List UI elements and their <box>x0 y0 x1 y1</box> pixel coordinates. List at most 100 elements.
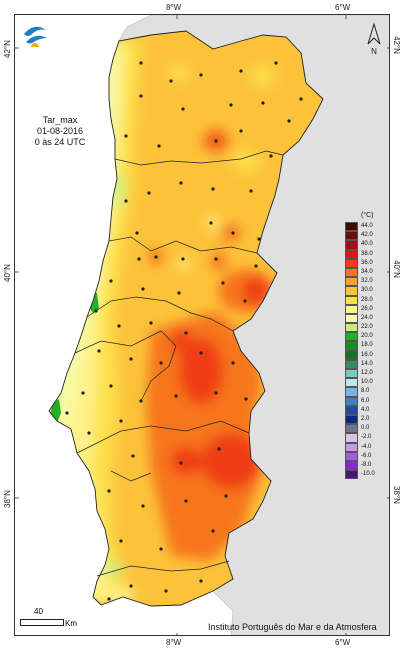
legend-swatch <box>345 460 358 471</box>
legend-entry: 12.0 <box>345 369 381 379</box>
bottom-tick-6w: 6°W <box>335 638 351 647</box>
graticule-ticks <box>15 15 389 635</box>
scale-unit: Km <box>65 619 77 628</box>
legend-entry: -2.0 <box>345 433 381 443</box>
legend-entry: 6.0 <box>345 396 381 406</box>
legend-label: 16.0 <box>361 351 373 358</box>
period-label: 0 às 24 UTC <box>34 137 86 147</box>
legend-label: 40.0 <box>361 241 373 248</box>
legend-label: -4.0 <box>361 443 372 450</box>
left-tick-42n: 42°N <box>3 40 12 58</box>
legend-label: 12.0 <box>361 370 373 376</box>
legend-swatch <box>345 313 358 324</box>
district-borders <box>74 150 284 577</box>
right-tick-38n: 38°N <box>392 486 401 504</box>
legend-entry: 28.0 <box>345 295 381 305</box>
legend-label: 0.0 <box>361 425 370 432</box>
legend-swatch <box>345 396 358 406</box>
legend-swatch <box>345 387 358 397</box>
legend-entry: 32.0 <box>345 277 381 287</box>
scale-bar-graphic <box>20 619 64 626</box>
legend-swatch <box>345 369 358 379</box>
legend-label: 36.0 <box>361 259 373 266</box>
legend-swatch <box>345 359 358 369</box>
legend-swatch <box>345 424 358 434</box>
right-tick-42n: 42°N <box>392 36 401 54</box>
right-tick-40n: 40°N <box>392 260 401 278</box>
legend-label: -2.0 <box>361 434 372 441</box>
legend-swatch <box>345 231 358 241</box>
legend-label: 4.0 <box>361 406 370 413</box>
legend-entry: 30.0 <box>345 286 381 296</box>
legend-swatch <box>345 414 358 425</box>
legend-swatch <box>345 451 358 461</box>
legend-label: -6.0 <box>361 452 372 459</box>
legend-entry: -4.0 <box>345 442 381 452</box>
legend-entry: -6.0 <box>345 451 381 461</box>
legend-entry: 4.0 <box>345 405 381 415</box>
legend: (°C) 44.0 42.0 40.0 38.0 36.0 34.0 32.0 30.0 28.… <box>345 212 381 480</box>
legend-entry: 20.0 <box>345 332 381 342</box>
legend-label: 6.0 <box>361 397 370 404</box>
legend-label: 32.0 <box>361 278 373 285</box>
legend-swatch <box>345 433 358 443</box>
legend-swatch <box>345 442 358 452</box>
legend-swatch <box>345 341 358 351</box>
left-tick-38n: 38°N <box>3 490 12 508</box>
legend-swatch <box>345 286 358 296</box>
north-label: N <box>371 47 377 56</box>
legend-swatch <box>345 304 358 314</box>
legend-label: 28.0 <box>361 296 373 303</box>
legend-label: 10.0 <box>361 379 373 386</box>
legend-label: 26.0 <box>361 305 373 312</box>
legend-swatch <box>345 332 358 342</box>
map-frame <box>14 14 390 636</box>
legend-swatch <box>345 277 358 287</box>
legend-swatch <box>345 470 358 480</box>
legend-label: 22.0 <box>361 324 373 331</box>
legend-entry: 36.0 <box>345 258 381 268</box>
legend-swatch <box>345 295 358 305</box>
station-dots <box>65 61 303 601</box>
date-label: 01-08-2016 <box>36 126 84 136</box>
legend-entry: -10.0 <box>345 470 381 480</box>
ipma-logo <box>24 26 47 52</box>
legend-swatch <box>345 258 358 268</box>
legend-label: 24.0 <box>361 314 373 321</box>
legend-swatch <box>345 222 358 232</box>
legend-label: 14.0 <box>361 360 373 367</box>
legend-entry: -8.0 <box>345 460 381 471</box>
legend-label: 18.0 <box>361 342 373 349</box>
legend-entry: 18.0 <box>345 341 381 351</box>
legend-label: 30.0 <box>361 287 373 294</box>
legend-swatch <box>345 350 358 360</box>
temperature-map <box>15 15 389 635</box>
legend-swatch <box>345 378 358 388</box>
legend-label: 20.0 <box>361 333 373 340</box>
legend-entry: 42.0 <box>345 231 381 241</box>
legend-swatch <box>345 323 358 333</box>
legend-entry: 22.0 <box>345 323 381 333</box>
top-tick-6w: 6°W <box>335 3 351 12</box>
legend-swatch <box>345 240 358 250</box>
credit-text: Instituto Português do Mar e da Atmosfer… <box>208 622 377 632</box>
legend-label: 2.0 <box>361 415 370 422</box>
legend-label: 8.0 <box>361 388 370 395</box>
legend-unit: (°C) <box>361 212 374 219</box>
variable-label: Tar_max <box>42 115 78 125</box>
legend-label: 42.0 <box>361 232 373 239</box>
map-info: Tar_max 01-08-2016 0 às 24 UTC <box>30 115 90 148</box>
legend-rows: 44.0 42.0 40.0 38.0 36.0 34.0 32.0 30.0 28.0 26.0… <box>345 222 381 480</box>
legend-entry: 26.0 <box>345 304 381 314</box>
legend-swatch <box>345 405 358 415</box>
legend-entry: 0.0 <box>345 424 381 434</box>
legend-entry: 34.0 <box>345 267 381 278</box>
legend-label: -10.0 <box>361 471 375 478</box>
legend-entry: 40.0 <box>345 240 381 250</box>
legend-label: 38.0 <box>361 250 373 257</box>
scale-value: 40 <box>34 607 43 616</box>
bottom-tick-8w: 8°W <box>166 638 182 647</box>
legend-label: -8.0 <box>361 461 372 468</box>
legend-swatch <box>345 267 358 278</box>
